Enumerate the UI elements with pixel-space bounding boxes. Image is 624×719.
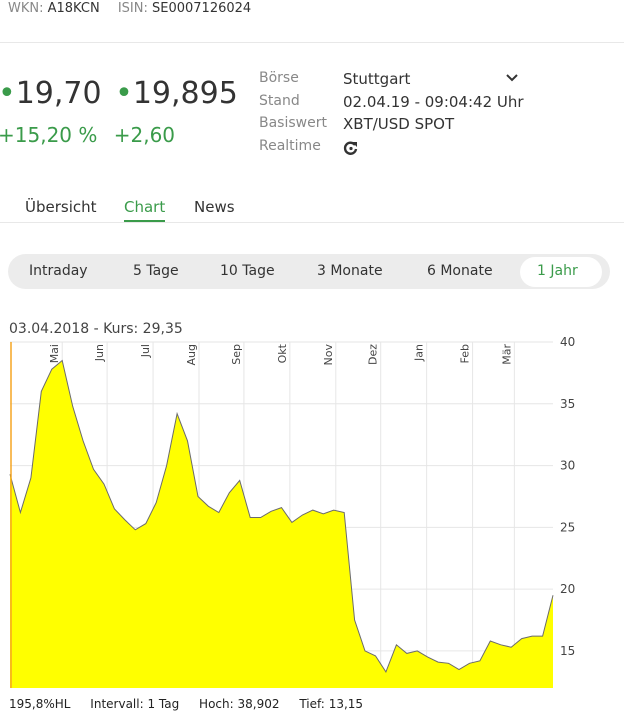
detail-value: Stuttgart: [343, 70, 411, 88]
quote-changes: +15,20 % +2,60: [0, 123, 175, 147]
x-tick-label: Sep: [230, 344, 243, 365]
x-tick-label: Jul: [139, 344, 152, 358]
range-button[interactable]: 6 Monate: [427, 263, 493, 279]
quote-prices: •19,70 •19,895: [0, 76, 238, 111]
bid: 19,70: [15, 76, 102, 111]
y-tick-label: 30: [560, 459, 575, 473]
range-bar: [8, 254, 610, 289]
range-button[interactable]: 5 Tage: [133, 263, 179, 279]
tab[interactable]: Chart: [124, 198, 166, 222]
detail-label: Basiswert: [259, 115, 327, 131]
tab[interactable]: News: [194, 198, 235, 216]
x-tick-label: Dez: [367, 344, 380, 365]
crosshair-label: 03.04.2018 - Kurs: 29,35: [9, 321, 183, 337]
x-tick-label: Jun: [93, 344, 106, 362]
refresh-dot: [349, 146, 353, 151]
range-button[interactable]: 10 Tage: [220, 263, 275, 279]
low: 13,15: [328, 697, 364, 711]
tab[interactable]: Übersicht: [25, 198, 97, 216]
dropdown-chevron[interactable]: [505, 72, 519, 84]
range-active-pill: [520, 257, 602, 287]
refresh-arrow: [352, 142, 357, 147]
wkn: A18KCN: [47, 1, 100, 16]
x-tick-label: Jan: [413, 344, 426, 362]
detail-label: Börse: [259, 70, 299, 86]
refresh-icon[interactable]: [343, 140, 359, 156]
divider: [0, 222, 624, 223]
x-tick-label: Aug: [185, 344, 198, 365]
y-tick-label: 35: [560, 397, 575, 411]
chevron-icon: [506, 74, 518, 82]
wkn-label: WKN:: [8, 1, 44, 16]
x-tick-label: Mär: [500, 344, 513, 365]
x-tick-label: Okt: [276, 343, 289, 363]
detail-value: 02.04.19 - 09:04:42 Uhr: [343, 92, 524, 111]
identifiers: WKN: A18KCN ISIN: SE0007126024: [8, 1, 251, 16]
x-tick-label: Nov: [322, 344, 335, 366]
low-label: Tief:: [299, 697, 325, 711]
isin: SE0007126024: [152, 1, 252, 16]
range-button[interactable]: Intraday: [29, 263, 88, 279]
price-line: [9, 359, 554, 673]
detail-label: Realtime: [259, 137, 321, 154]
isin-label: ISIN:: [117, 1, 148, 16]
x-tick-label: Feb: [459, 344, 472, 363]
range-hl: 195,8%HL: [9, 697, 71, 711]
ask: 19,895: [132, 76, 238, 111]
chart-footer: 195,8%HL Intervall: 1 Tag Hoch: 38,902 T…: [9, 697, 363, 711]
x-tick-label: Mai: [48, 344, 61, 363]
interval: Intervall: 1 Tag: [90, 697, 180, 711]
y-tick-label: 25: [560, 520, 575, 534]
bullet: •: [115, 76, 133, 111]
range-button[interactable]: 1 Jahr: [537, 263, 578, 279]
high: 38,902: [237, 697, 280, 711]
y-tick-label: 40: [560, 335, 575, 349]
detail-value: XBT/USD SPOT: [343, 115, 455, 133]
change-absolute: +2,60: [113, 123, 176, 147]
y-tick-label: 15: [560, 644, 575, 658]
high-label: Hoch:: [199, 697, 234, 711]
bullet: •: [0, 76, 16, 111]
chart: Mai Jun Jul Aug Sep Okt Nov Dez Jan Feb Mär 15 20 25 3…: [9, 335, 575, 688]
refresh-arc: [343, 141, 358, 155]
divider: [0, 42, 624, 43]
y-tick-label: 20: [560, 582, 575, 596]
change-percent: +15,20 %: [0, 123, 98, 147]
area: [10, 360, 553, 688]
detail-label: Stand: [259, 92, 300, 109]
range-button[interactable]: 3 Monate: [317, 263, 383, 279]
